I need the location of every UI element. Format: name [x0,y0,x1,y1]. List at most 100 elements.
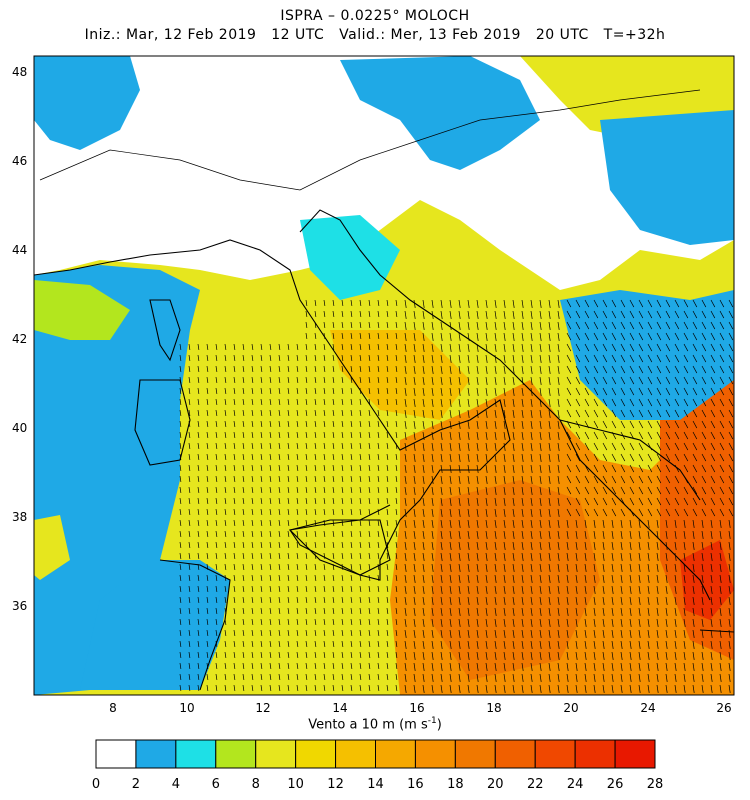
wind-arrow [710,640,713,649]
wind-arrow [386,651,389,658]
wind-arrow [692,387,698,396]
wind-arrow [197,530,200,537]
wind-arrow [440,519,443,528]
wind-arrow [620,552,623,561]
wind-arrow [539,508,542,517]
wind-arrow [413,387,416,396]
wind-arrow [521,376,524,385]
wind-arrow [287,585,290,592]
wind-arrow [503,519,506,528]
wind-arrow [710,618,713,627]
wind-arrow [692,464,698,473]
wind-arrow [458,574,461,583]
wind-arrow [539,530,542,539]
wind-arrow [368,310,371,317]
wind-arrow [665,453,671,462]
wind-arrow [449,508,452,517]
wind-arrow [188,464,191,471]
wind-arrow [287,662,290,669]
wind-arrow [269,508,272,515]
wind-arrow [188,420,191,427]
wind-arrow [566,453,572,462]
wind-arrow [503,343,506,352]
wind-arrow [485,343,488,352]
y-axis: 48 46 44 42 40 38 36 [12,65,27,613]
wind-arrow [431,596,434,605]
wind-arrow [368,662,371,669]
wind-arrow [710,332,716,341]
wind-arrow [494,541,497,550]
wind-arrow [458,596,461,605]
wind-arrow [413,574,416,583]
wind-arrow [305,596,308,603]
wind-arrow [440,651,443,660]
wind-arrow [341,651,344,658]
wind-arrow [638,332,644,341]
wind-arrow [476,563,479,572]
wind-arrow [557,431,560,440]
wind-arrow [368,541,371,548]
wind-arrow [701,552,704,561]
x-tick-label-20: 20 [563,701,578,715]
wind-arrow [665,398,671,407]
wind-arrow [458,365,461,374]
wind-arrow [422,475,425,484]
wind-arrow [206,651,209,658]
wind-arrow [359,585,362,592]
wind-arrow [278,365,281,372]
wind-arrow [593,387,599,396]
wind-arrow [305,607,308,614]
wind-arrow [485,299,488,308]
wind-arrow [584,684,587,693]
wind-arrow [656,343,662,352]
wind-arrow [269,431,272,438]
wind-arrow [215,343,218,350]
wind-arrow [305,453,308,460]
wind-arrow [350,310,353,317]
wind-arrow [269,662,272,669]
wind-arrow [584,332,590,341]
wind-arrow [413,552,416,561]
wind-arrow [359,640,362,647]
wind-arrow [494,530,497,539]
wind-arrow [260,486,263,493]
wind-arrow [620,607,623,616]
wind-arrow [215,354,218,361]
wind-arrow [242,508,245,515]
wind-arrow [314,420,317,427]
wind-arrow [575,354,581,363]
colorbar-swatch [574,739,616,769]
wind-arrow [620,684,623,693]
wind-arrow [215,398,218,405]
wind-arrow [233,354,236,361]
wind-arrow [359,310,362,317]
wind-arrow [242,640,245,647]
wind-arrow [341,475,344,482]
wind-arrow [476,453,479,462]
wind-arrow [206,387,209,394]
wind-arrow [512,299,515,308]
wind-arrow [359,508,362,515]
wind-arrow [260,442,263,449]
wind-arrow [251,409,254,416]
wind-arrow [593,530,596,539]
greece-coast [559,419,701,501]
wind-arrow [728,640,731,649]
wind-arrow [503,321,506,330]
wind-arrow [476,607,479,616]
wind-arrow [413,376,416,385]
wind-arrow [260,684,263,691]
wind-arrow [440,629,443,638]
wind-arrow [647,541,650,550]
wind-arrow [467,574,470,583]
wind-arrow [494,310,497,319]
wind-arrow [674,508,680,517]
wind-arrow [224,475,227,482]
wind-arrow [530,530,533,539]
wind-arrow [647,310,653,319]
wind-arrow [692,563,695,572]
wind-arrow [251,343,254,350]
wind-arrow [206,453,209,460]
wind-arrow [476,596,479,605]
wind-arrow [305,409,308,416]
